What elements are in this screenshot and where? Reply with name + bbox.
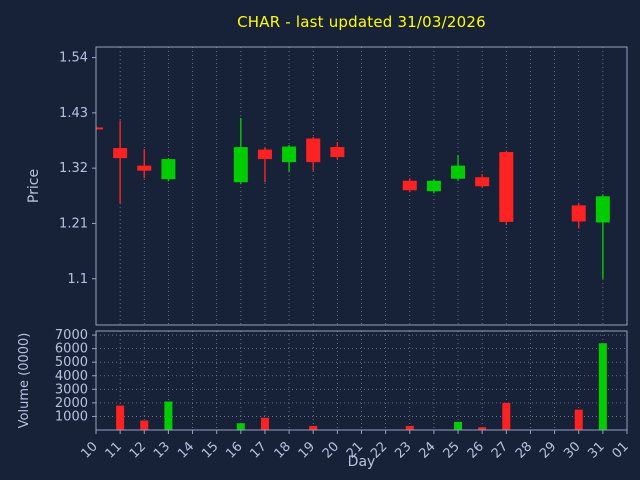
candle-body-day-17 — [257, 149, 272, 160]
candle-body-day-30 — [571, 205, 586, 222]
price-plot-border — [95, 46, 628, 326]
x-tick-label: 25 — [441, 439, 463, 461]
price-tick-label: 1.1 — [67, 272, 88, 287]
candle-body-day-16 — [233, 147, 248, 183]
x-tick-label: 23 — [392, 439, 414, 461]
x-tick-label: 28 — [513, 439, 535, 461]
x-tick-label: 01 — [610, 439, 632, 461]
volume-tick-label: 6000 — [55, 342, 88, 357]
volume-tick-label: 3000 — [55, 382, 88, 397]
x-tick-label: 31 — [585, 439, 607, 461]
candle-body-day-13 — [161, 159, 176, 180]
x-tick-label: 13 — [151, 439, 173, 461]
price-tick-label: 1.43 — [59, 106, 88, 121]
candle-body-day-11 — [113, 148, 128, 159]
x-tick-label: 24 — [416, 439, 438, 461]
volume-bar-day-13 — [164, 401, 173, 430]
candle-body-day-12 — [137, 165, 152, 171]
price-tick-label: 1.54 — [59, 51, 88, 66]
x-tick-label: 14 — [175, 439, 197, 461]
tick-labels: 1.1 1.21 1.32 1.43 1.54 100020003000400050006… — [17, 51, 632, 470]
candles-layer — [96, 117, 610, 279]
volume-tick-label: 4000 — [55, 369, 88, 384]
x-tick-label: 17 — [247, 439, 269, 461]
x-tick-label: 19 — [296, 439, 318, 461]
x-tick-label: 10 — [79, 439, 101, 461]
volume-axis-label: Volume (0000) — [17, 333, 32, 429]
x-tick-label: 29 — [537, 439, 559, 461]
price-tick-label: 1.21 — [59, 216, 88, 231]
volume-bar-day-11 — [116, 405, 125, 430]
x-tick-label: 30 — [561, 439, 583, 461]
volume-bar-day-16 — [236, 423, 245, 430]
candle-body-day-18 — [282, 146, 297, 163]
candle-body-day-25 — [451, 165, 466, 179]
chart-title: CHAR - last updated 31/03/2026 — [237, 13, 486, 31]
price-axis-label: Price — [26, 169, 42, 203]
volume-layer — [116, 343, 607, 430]
x-tick-label: 15 — [199, 439, 221, 461]
x-tick-label: 12 — [127, 439, 149, 461]
candle-body-day-24 — [426, 180, 441, 192]
volume-bar-day-12 — [140, 420, 149, 430]
volume-tick-label: 2000 — [55, 396, 88, 411]
volume-bar-day-26 — [478, 427, 487, 430]
volume-bar-day-25 — [454, 421, 463, 430]
candle-body-day-23 — [402, 180, 417, 191]
volume-bar-day-19 — [309, 425, 318, 430]
volume-bar-day-27 — [502, 402, 511, 430]
grid-lines — [95, 47, 628, 430]
volume-bar-day-23 — [405, 425, 414, 430]
candle-body-day-10 — [96, 127, 103, 130]
x-tick-label: 20 — [320, 439, 342, 461]
volume-bar-day-31 — [598, 343, 607, 430]
volume-bar-day-17 — [260, 417, 269, 430]
x-tick-label: 18 — [272, 439, 294, 461]
price-tick-label: 1.32 — [59, 161, 88, 176]
x-tick-label: 27 — [489, 439, 511, 461]
volume-tick-label: 7000 — [55, 328, 88, 343]
candle-body-day-20 — [330, 147, 345, 158]
candle-body-day-26 — [475, 177, 490, 187]
x-tick-label: 11 — [103, 439, 125, 461]
volume-bar-day-30 — [574, 409, 583, 430]
x-axis-label: Day — [348, 454, 376, 470]
x-tick-label: 26 — [465, 439, 487, 461]
volume-tick-label: 5000 — [55, 355, 88, 370]
candle-body-day-19 — [306, 138, 321, 163]
x-tick-label: 16 — [223, 439, 245, 461]
candle-body-day-31 — [595, 196, 610, 223]
volume-tick-label: 1000 — [55, 409, 88, 424]
candle-body-day-27 — [499, 152, 514, 222]
